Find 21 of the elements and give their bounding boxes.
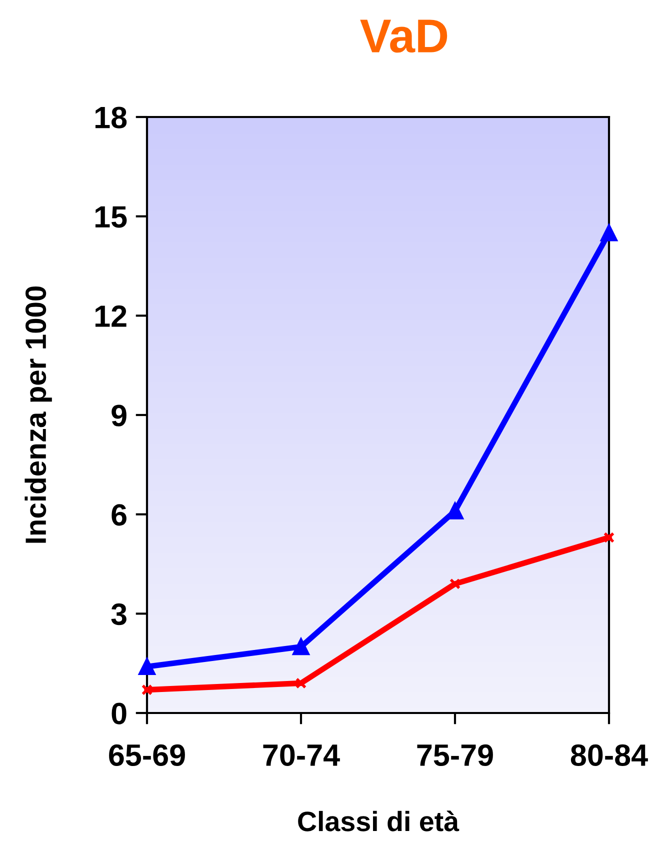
point [141, 684, 153, 696]
point [449, 578, 461, 590]
y-axis-title: Incidenza per 1000 [24, 286, 52, 543]
point [292, 638, 310, 656]
y-tick-label: 3 [111, 603, 126, 626]
point [138, 658, 156, 675]
x-tick-label: 65-69 [109, 744, 185, 766]
x-axis-title: Classi di età [298, 810, 460, 832]
y-tick-label: 15 [95, 206, 127, 228]
x-tick-label: 70-74 [263, 744, 340, 766]
x-tick-label: 80-84 [570, 744, 648, 766]
chart-title: VaD [360, 20, 448, 53]
point [600, 224, 618, 242]
x-tick-label: 75-79 [417, 744, 493, 766]
y-tick-label: 9 [112, 404, 126, 426]
y-tick-label: 18 [95, 106, 127, 128]
y-tick-label: 12 [95, 305, 126, 327]
y-tick-label: 0 [112, 702, 126, 724]
point [295, 678, 307, 689]
point [603, 532, 615, 544]
y-tick-label: 6 [112, 504, 126, 526]
